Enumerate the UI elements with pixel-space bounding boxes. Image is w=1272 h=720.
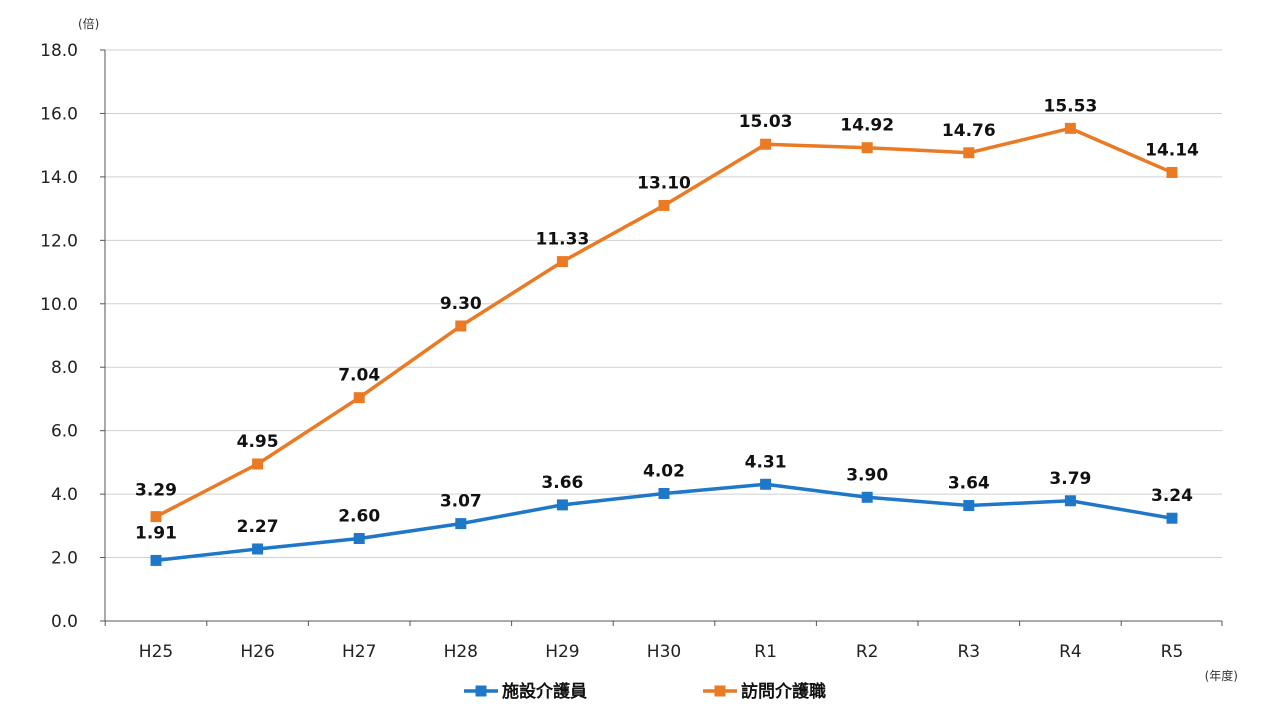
series-1-data-label-1: 4.95 — [237, 432, 279, 452]
x-tick-label-7: R2 — [856, 642, 879, 662]
legend-item-series-1: 訪問介護職 — [703, 681, 826, 702]
x-axis-unit-label: (年度) — [1205, 668, 1238, 683]
legend-item-series-0: 施設介護員 — [464, 681, 587, 702]
x-tick-label-9: R4 — [1059, 642, 1082, 662]
y-axis-unit-label: (倍) — [78, 16, 99, 31]
series-1-marker-3 — [455, 320, 467, 332]
series-0-data-label-4: 3.66 — [541, 473, 583, 493]
series-layer — [150, 122, 1178, 566]
series-1-data-label-8: 14.76 — [942, 121, 996, 141]
series-0-data-label-10: 3.24 — [1151, 486, 1193, 506]
x-tick-label-3: H28 — [444, 642, 478, 662]
x-tick-label-2: H27 — [342, 642, 376, 662]
series-1-data-label-0: 3.29 — [135, 481, 177, 501]
series-0-data-label-1: 2.27 — [237, 517, 279, 537]
x-tick-label-1: H26 — [240, 642, 274, 662]
series-0-data-label-8: 3.64 — [948, 474, 990, 494]
y-tick-label-4: 8.0 — [51, 358, 78, 378]
series-1-data-label-10: 14.14 — [1145, 140, 1199, 160]
series-1-data-label-2: 7.04 — [338, 366, 380, 386]
series-1-data-label-3: 9.30 — [440, 294, 482, 314]
axis-layer — [100, 49, 1223, 626]
series-0-marker-10 — [1166, 512, 1178, 524]
series-0-marker-5 — [658, 487, 670, 499]
series-1-marker-8 — [963, 147, 975, 159]
data-labels: 1.91 2.27 2.60 3.07 3.66 4.02 4.31 3.90 3.64 3.79… — [135, 96, 1199, 543]
grid-layer — [105, 49, 1222, 559]
x-tick-label-6: R1 — [754, 642, 777, 662]
series-1-marker-7 — [861, 142, 873, 154]
y-tick-labels: 0.0 2.0 4.0 6.0 8.0 10.0 12.0 14.0 16.0 18.0 — [40, 41, 78, 632]
y-tick-label-8: 16.0 — [40, 104, 78, 124]
y-tick-label-0: 0.0 — [51, 612, 78, 632]
x-tick-label-10: R5 — [1161, 642, 1184, 662]
series-0-marker-2 — [353, 533, 365, 545]
series-0-marker-0 — [150, 554, 162, 566]
series-1-marker-6 — [760, 138, 772, 150]
x-tick-label-0: H25 — [139, 642, 173, 662]
y-tick-label-1: 2.0 — [51, 549, 78, 569]
series-0-data-label-9: 3.79 — [1049, 469, 1091, 489]
y-tick-label-5: 10.0 — [40, 295, 78, 315]
y-tick-label-3: 6.0 — [51, 422, 78, 442]
series-0-data-label-6: 4.31 — [745, 452, 787, 472]
series-0-marker-4 — [556, 499, 568, 511]
series-1-data-label-7: 14.92 — [840, 116, 894, 136]
legend-label-series-1: 訪問介護職 — [741, 681, 826, 702]
series-1-marker-9 — [1064, 122, 1076, 134]
series-1-data-label-5: 13.10 — [637, 173, 691, 193]
legend-marker-series-0 — [475, 685, 487, 697]
y-tick-label-6: 12.0 — [40, 231, 78, 251]
series-0-marker-3 — [455, 518, 467, 530]
series-0-marker-1 — [252, 543, 264, 555]
series-1-marker-4 — [556, 256, 568, 268]
series-0-data-label-2: 2.60 — [338, 507, 380, 527]
legend: 施設介護員 訪問介護職 — [464, 681, 826, 702]
series-1-marker-2 — [353, 392, 365, 404]
series-1-marker-5 — [658, 199, 670, 211]
series-0-data-label-3: 3.07 — [440, 492, 482, 512]
series-0-marker-7 — [861, 491, 873, 503]
series-1-data-label-6: 15.03 — [739, 112, 793, 132]
series-1-marker-0 — [150, 511, 162, 523]
series-1-data-label-9: 15.53 — [1044, 96, 1098, 116]
series-1-data-label-4: 11.33 — [536, 230, 590, 250]
x-tick-label-5: H30 — [647, 642, 681, 662]
series-0-marker-8 — [963, 500, 975, 512]
series-0-marker-9 — [1064, 495, 1076, 507]
legend-label-series-0: 施設介護員 — [502, 681, 587, 702]
series-0-data-label-0: 1.91 — [135, 523, 177, 543]
y-tick-label-9: 18.0 — [40, 41, 78, 61]
x-tick-label-4: H29 — [545, 642, 579, 662]
x-tick-labels: H25 H26 H27 H28 H29 H30 R1 R2 R3 R4 R5 — [139, 642, 1184, 662]
series-0-data-label-7: 3.90 — [846, 465, 888, 485]
y-tick-label-2: 4.0 — [51, 485, 78, 505]
series-0-data-label-5: 4.02 — [643, 461, 685, 481]
x-tick-label-8: R3 — [957, 642, 980, 662]
y-tick-label-7: 14.0 — [40, 168, 78, 188]
series-1-marker-10 — [1166, 166, 1178, 178]
series-0-marker-6 — [760, 478, 772, 490]
legend-marker-series-1 — [714, 685, 726, 697]
series-1-marker-1 — [252, 458, 264, 470]
